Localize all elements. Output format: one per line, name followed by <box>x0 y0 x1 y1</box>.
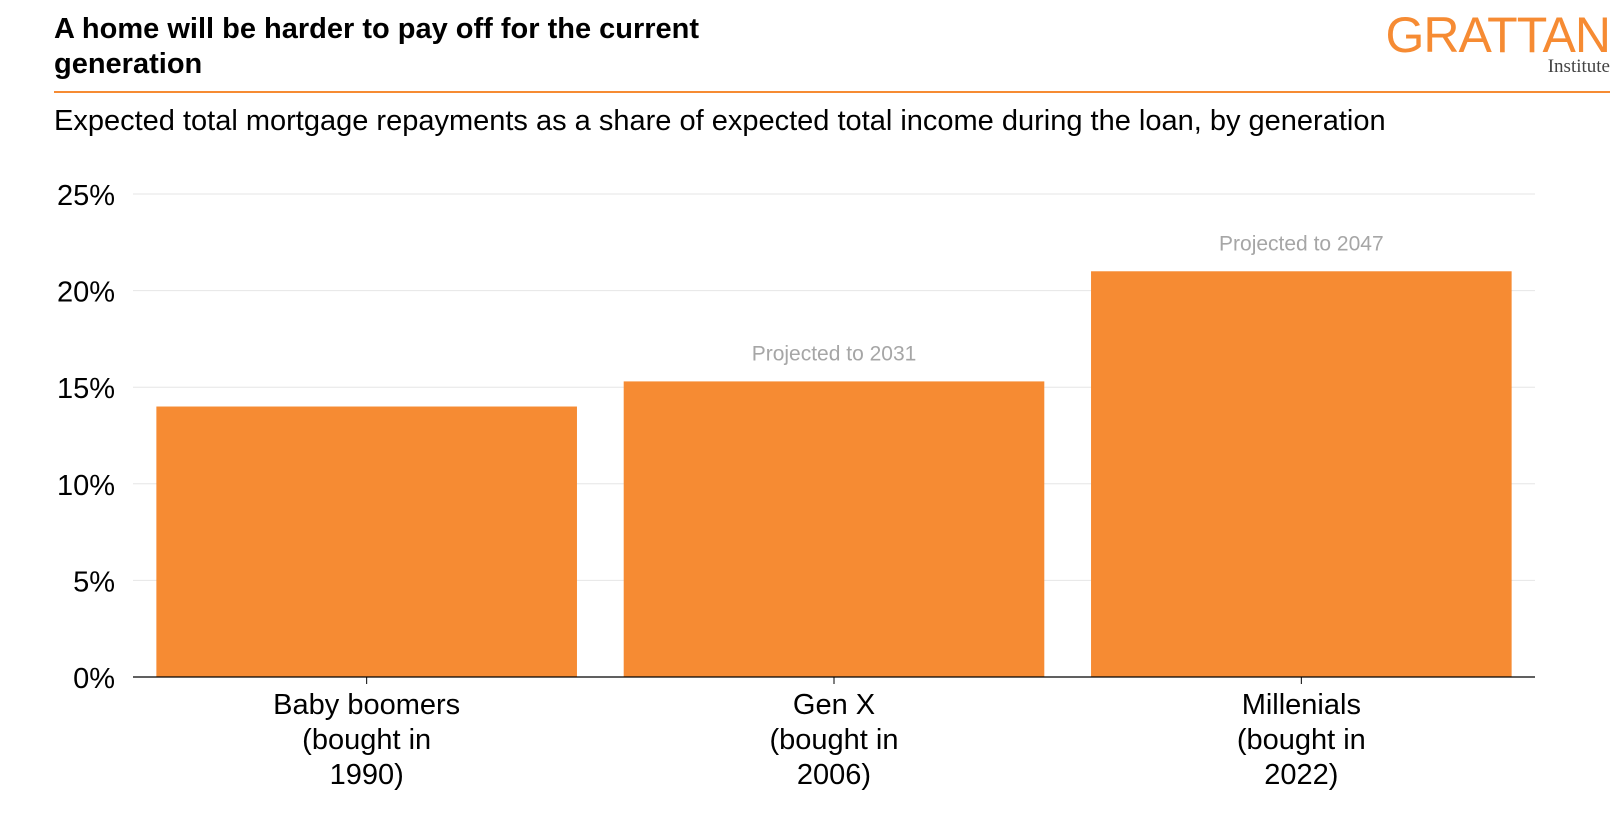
bar <box>156 406 577 677</box>
y-tick-label: 5% <box>73 566 115 598</box>
x-tick-label: 1990) <box>330 759 404 791</box>
chart-subtitle: Expected total mortgage repayments as a … <box>54 105 1386 137</box>
x-tick-label: (bought in <box>770 724 899 756</box>
x-tick-label: Gen X <box>793 689 875 721</box>
y-tick-label: 10% <box>57 470 115 502</box>
bar <box>623 381 1045 677</box>
x-tick-label: 2022) <box>1264 759 1338 791</box>
logo-subtext: Institute <box>1547 56 1610 77</box>
bar <box>1091 271 1512 677</box>
x-tick-label: Millenials <box>1242 689 1361 721</box>
y-tick-label: 25% <box>57 180 115 212</box>
x-tick-label: Baby boomers <box>273 689 460 721</box>
grattan-logo: GRATTAN Institute <box>1380 7 1611 80</box>
logo-wordmark: GRATTAN <box>1385 7 1611 63</box>
y-tick-label: 15% <box>57 373 115 405</box>
x-tick-label: 2006) <box>797 759 871 791</box>
chart-title: A home will be harder to pay off for the… <box>54 13 700 80</box>
header-divider <box>54 91 1610 93</box>
x-tick-label: (bought in <box>1237 724 1366 756</box>
x-tick-label: (bought in <box>302 724 431 756</box>
y-tick-label: 20% <box>57 277 115 309</box>
bar-annotation: Projected to 2047 <box>1219 232 1384 255</box>
bar-annotation: Projected to 2031 <box>752 342 917 365</box>
y-tick-label: 0% <box>73 663 115 695</box>
